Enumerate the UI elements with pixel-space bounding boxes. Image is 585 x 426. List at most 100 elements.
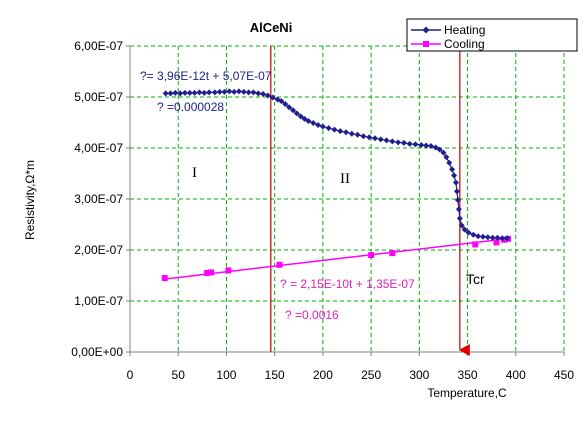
heating-point <box>406 140 413 147</box>
heating-point <box>479 233 486 240</box>
x-tick-label: 250 <box>361 368 381 382</box>
heating-point <box>282 101 289 108</box>
heating-point <box>337 128 344 135</box>
cooling-point <box>161 275 168 282</box>
x-tick-label: 450 <box>554 368 574 382</box>
legend-heating-label: Heating <box>444 23 485 37</box>
heating-point <box>201 89 208 96</box>
region-1-label: I <box>192 165 197 181</box>
y-tick-label: 2,00E-07 <box>74 243 123 257</box>
x-tick-label: 350 <box>458 368 478 382</box>
heating-point <box>206 89 213 96</box>
x-tick-label: 300 <box>409 368 429 382</box>
x-axis-title: Temperature,C <box>427 386 507 400</box>
heating-point <box>461 226 468 233</box>
cooling-point <box>501 236 508 243</box>
heating-point <box>172 89 179 96</box>
heating-point <box>470 231 477 238</box>
heating-point <box>240 88 247 95</box>
heating-point <box>395 139 402 146</box>
heating-point <box>278 98 285 105</box>
heating-point <box>255 90 262 97</box>
heating-point <box>260 90 267 97</box>
legend-cooling-label: Cooling <box>444 37 485 51</box>
region-2-label: II <box>340 171 350 187</box>
heating-point <box>436 146 443 153</box>
heating-point <box>325 125 332 132</box>
heating-point <box>418 141 425 148</box>
heating-r2: ? =0.000028 <box>157 100 224 114</box>
heating-point <box>167 90 174 97</box>
heating-point <box>226 88 233 95</box>
cooling-equation: ? = 2,15E-10t + 1,35E-07 <box>280 277 415 291</box>
cooling-point <box>493 239 500 246</box>
heating-point <box>360 133 367 140</box>
heating-point <box>455 206 462 213</box>
legend-heating-marker <box>422 26 430 34</box>
cooling-point <box>204 269 211 276</box>
y-tick-label: 3,00E-07 <box>74 192 123 206</box>
heating-point <box>177 90 184 97</box>
heating-point <box>181 89 188 96</box>
heating-point <box>454 197 461 204</box>
heating-point <box>489 234 496 241</box>
y-axis-title: Resistivity,Ω*m <box>23 160 37 240</box>
heating-point <box>412 141 419 148</box>
heating-point <box>186 89 193 96</box>
x-tick-label: 400 <box>506 368 526 382</box>
heating-point <box>443 154 450 161</box>
heating-point <box>196 89 203 96</box>
heating-point <box>245 89 252 96</box>
cooling-point <box>276 261 283 268</box>
heating-point <box>475 233 482 240</box>
cooling-trendline <box>164 237 512 280</box>
heating-point <box>400 139 407 146</box>
heating-point <box>331 126 338 133</box>
x-tick-label: 150 <box>265 368 285 382</box>
tcr-label: Tcr <box>466 271 485 287</box>
y-tick-label: 0,00E+00 <box>71 345 123 359</box>
heating-point <box>297 113 304 120</box>
x-tick-label: 100 <box>216 368 236 382</box>
heating-point <box>305 117 312 124</box>
heating-point <box>494 234 501 241</box>
y-tick-label: 1,00E-07 <box>74 294 123 308</box>
heating-point <box>221 88 228 95</box>
heating-point <box>216 88 223 95</box>
heating-point <box>211 89 218 96</box>
cooling-point <box>225 267 232 274</box>
heating-point <box>383 137 390 144</box>
heating-point <box>286 104 293 111</box>
heating-point <box>449 166 456 173</box>
heating-point <box>451 172 458 179</box>
heating-point <box>319 123 326 130</box>
heating-point <box>499 235 506 242</box>
legend: Heating Cooling <box>406 18 578 52</box>
y-tick-label: 5,00E-07 <box>74 90 123 104</box>
heating-point <box>377 136 384 143</box>
x-tick-label: 200 <box>313 368 333 382</box>
legend-cooling-marker <box>423 41 429 47</box>
heating-point <box>235 88 242 95</box>
heating-point <box>231 88 238 95</box>
heating-point <box>452 179 459 186</box>
heating-equation: ?= 3,96E-12t + 5,07E-07 <box>140 69 272 83</box>
heating-point <box>250 89 257 96</box>
heating-point <box>427 142 434 149</box>
cooling-point <box>208 269 215 276</box>
series <box>161 88 512 282</box>
heating-point <box>354 131 361 138</box>
heating-point <box>315 122 322 129</box>
heating-point <box>348 130 355 137</box>
heating-point <box>453 188 460 195</box>
y-tick-label: 6,00E-07 <box>74 39 123 53</box>
x-tick-label: 50 <box>172 368 186 382</box>
heating-point <box>456 215 463 222</box>
x-tick-label: 0 <box>127 368 134 382</box>
heating-point <box>371 135 378 142</box>
cooling-point <box>368 252 375 259</box>
cooling-point <box>389 250 396 257</box>
heating-point <box>162 90 169 97</box>
